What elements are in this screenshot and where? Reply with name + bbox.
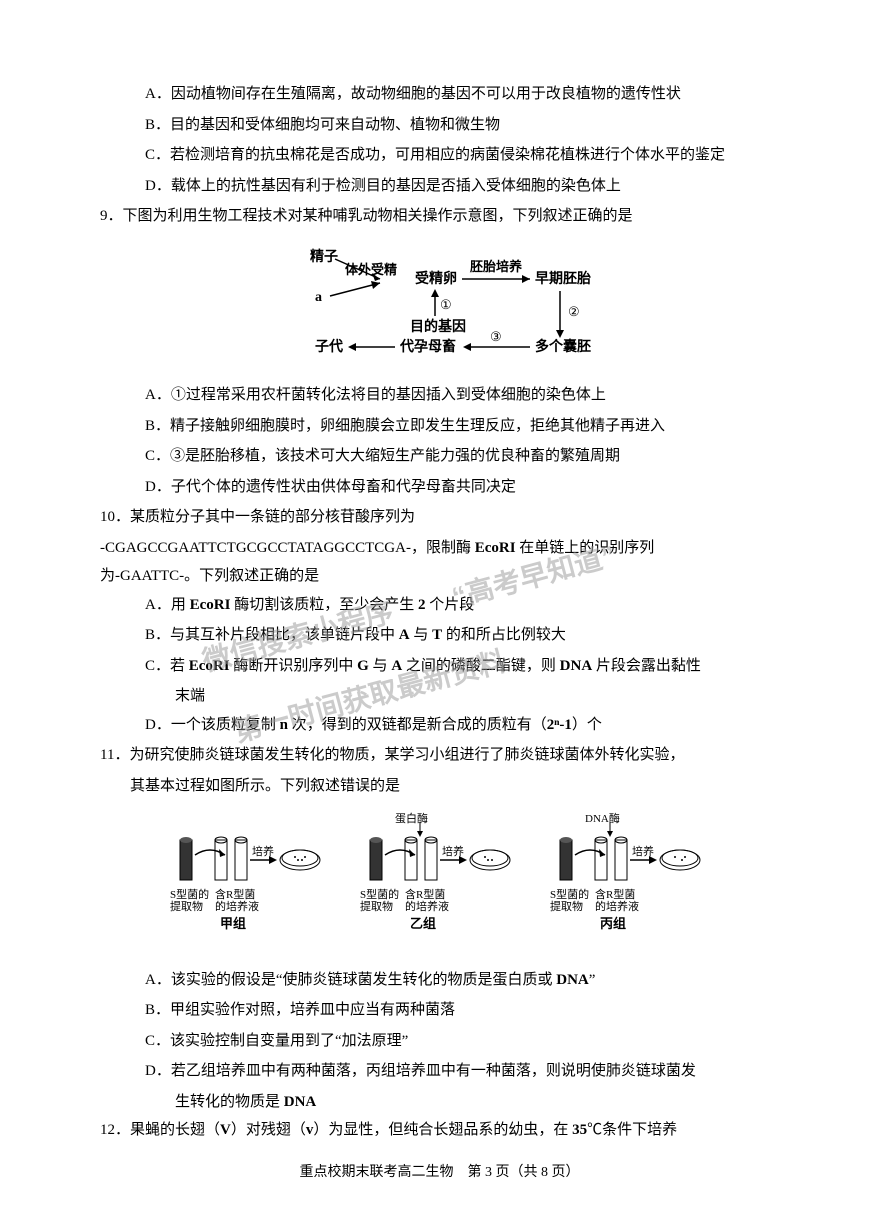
svg-text:精子: 精子 bbox=[310, 248, 338, 265]
svg-text:培养: 培养 bbox=[632, 844, 654, 858]
q10-stem1: 10．某质粒分子其中一条链的部分核苷酸序列为 bbox=[100, 503, 779, 532]
q11-option-b: B．甲组实验作对照，培养皿中应当有两种菌落 bbox=[100, 996, 779, 1025]
svg-text:的培养液: 的培养液 bbox=[215, 899, 259, 913]
svg-text:③: ③ bbox=[490, 329, 502, 344]
svg-text:代孕母畜: 代孕母畜 bbox=[399, 338, 456, 355]
svg-text:多个囊胚: 多个囊胚 bbox=[535, 338, 591, 355]
q10-option-a: A．用 EcoRI 酶切割该质粒，至少会产生 2 个片段 bbox=[100, 591, 779, 620]
q8-option-b: B．目的基因和受体细胞均可来自动物、植物和微生物 bbox=[100, 111, 779, 140]
q11-diagram: 培养 S型菌的 提取物 含R型菌 的培养液 甲组 蛋白酶 培养 bbox=[100, 810, 779, 956]
q11-option-d-cont: 生转化的物质是 DNA bbox=[100, 1088, 779, 1117]
q8-option-c: C．若检测培育的抗虫棉花是否成功，可用相应的病菌侵染棉花植株进行个体水平的鉴定 bbox=[100, 141, 779, 170]
svg-text:①: ① bbox=[440, 297, 452, 312]
svg-text:含R型菌: 含R型菌 bbox=[595, 887, 635, 901]
svg-text:丙组: 丙组 bbox=[600, 916, 626, 931]
page-footer: 重点校期末联考高二生物 第 3 页（共 8 页） bbox=[100, 1160, 779, 1187]
svg-text:②: ② bbox=[568, 304, 580, 319]
svg-text:S型菌的: S型菌的 bbox=[550, 887, 589, 901]
svg-text:胚胎培养: 胚胎培养 bbox=[470, 259, 523, 274]
q12-stem: 12．果蝇的长翅（V）对残翅（v）为显性，但纯合长翅品系的幼虫，在 35℃条件下… bbox=[100, 1116, 779, 1145]
q10-option-b: B．与其互补片段相比，该单链片段中 A 与 T 的和所占比例较大 bbox=[100, 621, 779, 650]
svg-text:提取物: 提取物 bbox=[360, 899, 393, 913]
svg-text:S型菌的: S型菌的 bbox=[360, 887, 399, 901]
svg-text:a: a bbox=[315, 290, 322, 305]
svg-text:早期胚胎: 早期胚胎 bbox=[535, 270, 591, 287]
svg-text:培养: 培养 bbox=[442, 844, 464, 858]
q10-option-c-cont: 末端 bbox=[100, 682, 779, 711]
svg-text:的培养液: 的培养液 bbox=[595, 899, 639, 913]
q8-option-a: A．因动植物间存在生殖隔离，故动物细胞的基因不可以用于改良植物的遗传性状 bbox=[100, 80, 779, 109]
svg-text:培养: 培养 bbox=[252, 844, 274, 858]
q11-stem2: 其基本过程如图所示。下列叙述错误的是 bbox=[100, 772, 779, 801]
svg-text:蛋白酶: 蛋白酶 bbox=[395, 811, 428, 825]
q10-option-c: C．若 EcoRI 酶断开识别序列中 G 与 A 之间的磷酸二酯键，则 DNA … bbox=[100, 652, 779, 681]
q10-stem2: -CGAGCCGAATTCTGCGCCTATAGGCCTCGA-，限制酶 Eco… bbox=[100, 534, 779, 563]
q11-option-d: D．若乙组培养皿中有两种菌落，丙组培养皿中有一种菌落，则说明使肺炎链球菌发 bbox=[100, 1057, 779, 1086]
svg-text:S型菌的: S型菌的 bbox=[170, 887, 209, 901]
svg-text:子代: 子代 bbox=[315, 338, 343, 355]
svg-text:目的基因: 目的基因 bbox=[410, 318, 466, 335]
svg-text:受精卵: 受精卵 bbox=[415, 270, 457, 287]
svg-text:体外受精: 体外受精 bbox=[345, 262, 397, 277]
q10-option-d: D．一个该质粒复制 n 次，得到的双链都是新合成的质粒有（2ⁿ-1）个 bbox=[100, 711, 779, 740]
svg-text:的培养液: 的培养液 bbox=[405, 899, 449, 913]
q10-stem3: 为-GAATTC-。下列叙述正确的是 bbox=[100, 562, 779, 591]
q9-stem: 9．下图为利用生物工程技术对某种哺乳动物相关操作示意图，下列叙述正确的是 bbox=[100, 202, 779, 231]
svg-text:提取物: 提取物 bbox=[550, 899, 583, 913]
q11-stem1: 11．为研究使肺炎链球菌发生转化的物质，某学习小组进行了肺炎链球菌体外转化实验， bbox=[100, 741, 779, 770]
svg-text:乙组: 乙组 bbox=[410, 916, 436, 931]
svg-text:提取物: 提取物 bbox=[170, 899, 203, 913]
q8-option-d: D．载体上的抗性基因有利于检测目的基因是否插入受体细胞的染色体上 bbox=[100, 172, 779, 201]
svg-text:DNA酶: DNA酶 bbox=[585, 812, 620, 825]
q11-option-c: C．该实验控制自变量用到了“加法原理” bbox=[100, 1027, 779, 1056]
svg-text:含R型菌: 含R型菌 bbox=[215, 887, 255, 901]
svg-text:含R型菌: 含R型菌 bbox=[405, 887, 445, 901]
q9-option-b: B．精子接触卵细胞膜时，卵细胞膜会立即发生生理反应，拒绝其他精子再进入 bbox=[100, 412, 779, 441]
q9-option-c: C．③是胚胎移植，该技术可大大缩短生产能力强的优良种畜的繁殖周期 bbox=[100, 442, 779, 471]
q9-option-a: A．①过程常采用农杆菌转化法将目的基因插入到受体细胞的染色体上 bbox=[100, 381, 779, 410]
q9-diagram: 精子 a 体外受精 受精卵 胚胎培养 早期胚胎 ① 目的基因 ② 多个囊胚 ③ … bbox=[100, 241, 779, 372]
svg-text:甲组: 甲组 bbox=[220, 916, 246, 931]
q9-option-d: D．子代个体的遗传性状由供体母畜和代孕母畜共同决定 bbox=[100, 473, 779, 502]
q11-option-a: A．该实验的假设是“使肺炎链球菌发生转化的物质是蛋白质或 DNA” bbox=[100, 966, 779, 995]
